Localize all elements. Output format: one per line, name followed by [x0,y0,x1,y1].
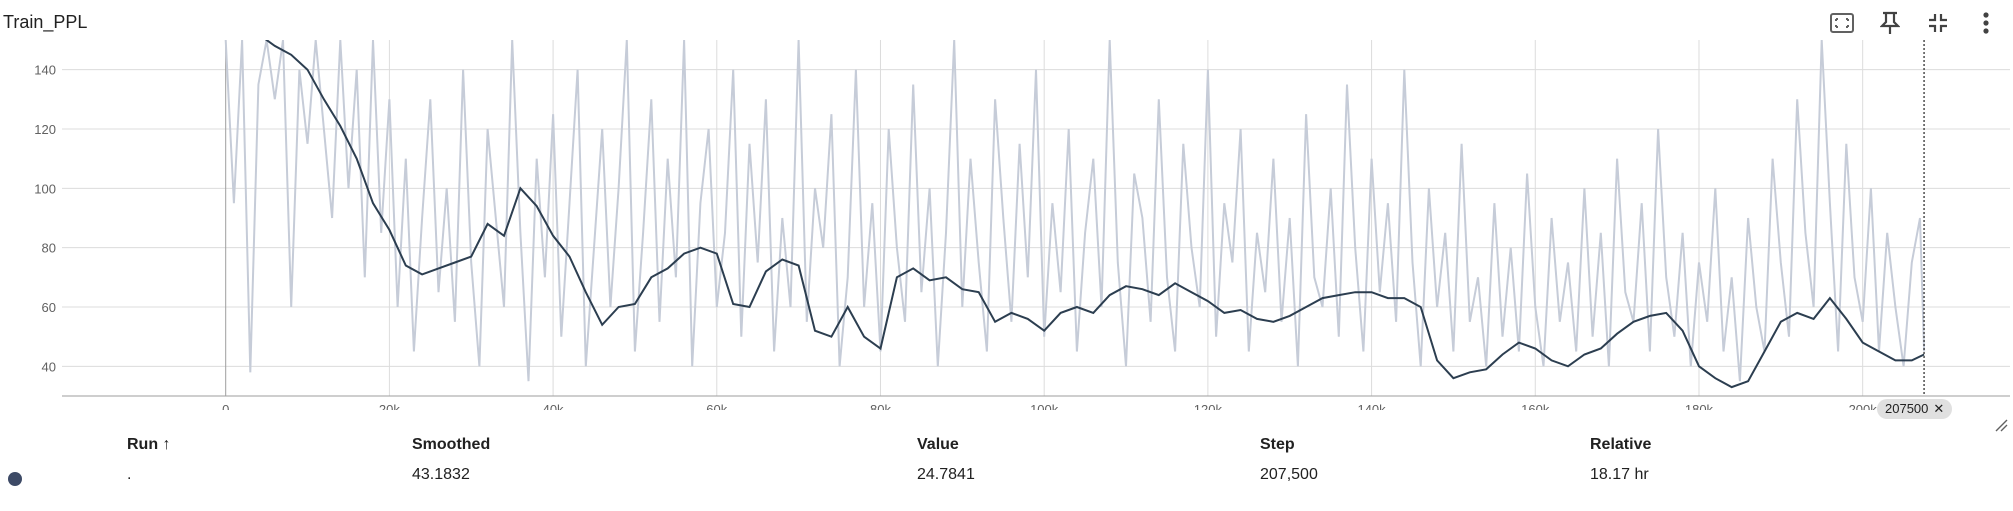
column-header-value[interactable]: Value [917,436,959,453]
y-tick-label: 40 [42,359,56,374]
x-tick-label: 180k [1685,402,1714,410]
x-tick-label: 140k [1357,402,1386,410]
hover-step-label: 207500 [1885,401,1929,416]
smoothed-series-line [264,40,1925,389]
more-vert-icon [1983,12,1989,34]
y-tick-label: 60 [42,300,56,315]
column-header-smoothed[interactable]: Smoothed [412,436,491,453]
x-tick-label: 60k [706,402,727,410]
more-options-button[interactable] [1971,10,2001,36]
y-tick-label: 80 [42,241,56,256]
y-tick-label: 100 [34,181,56,196]
fit-domain-icon [1830,13,1854,33]
x-tick-label: 160k [1521,402,1550,410]
raw-series-line [224,40,1926,382]
column-header-run[interactable]: Run ↑ [127,436,171,453]
x-tick-label: 80k [870,402,891,410]
collapse-icon [1929,14,1947,32]
y-tick-label: 140 [34,63,56,78]
resize-handle-icon[interactable] [1994,418,2008,432]
column-header-relative[interactable]: Relative [1590,436,1652,453]
x-tick-label: 120k [1194,402,1223,410]
card-toolbar [1827,10,2001,36]
y-tick-labels: 40 60 80 100 120 140 [34,63,56,375]
close-icon[interactable]: ✕ [1933,401,1945,416]
raw-series [224,40,1926,382]
x-tick-label: 200k [1849,402,1878,410]
x-tick-label: 40k [543,402,564,410]
cell-relative: 18.17 hr [1590,466,1649,483]
column-header-step[interactable]: Step [1260,436,1295,453]
cell-run: . [127,466,132,483]
y-tick-label: 120 [34,122,56,137]
x-tick-labels: 0 20k 40k 60k 80k 100k 120k 140k 160k 180k 200k [222,402,1877,410]
x-tick-label: 0 [222,402,229,410]
x-tick-label: 20k [379,402,400,410]
pin-icon [1880,11,1900,34]
cell-smoothed: 43.1832 [412,466,470,483]
cell-step: 207,500 [1260,466,1318,483]
x-tick-label: 100k [1030,402,1059,410]
run-color-dot [8,472,22,486]
cell-value: 24.7841 [917,466,975,483]
line-chart[interactable]: 0 20k 40k 60k 80k 100k 120k 140k 160k 180k 200k 40… [0,40,2013,410]
fit-domain-button[interactable] [1827,10,1857,36]
pin-button[interactable] [1875,10,1905,36]
collapse-button[interactable] [1923,10,1953,36]
card-title: Train_PPL [3,12,88,32]
hover-step-chip[interactable]: 207500 ✕ [1877,399,1953,419]
smoothed-series [264,40,1925,389]
